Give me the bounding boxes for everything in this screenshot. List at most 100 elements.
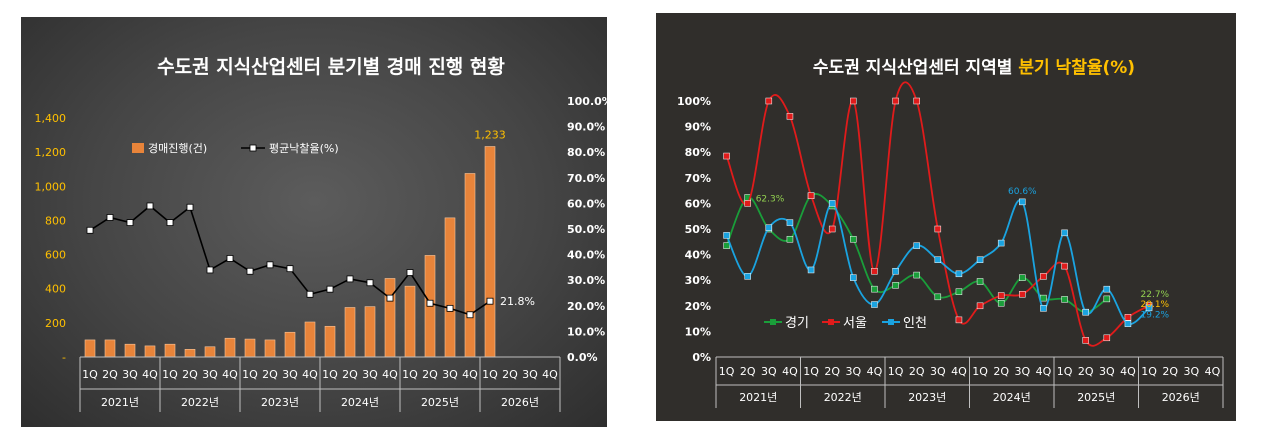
incheon-point <box>744 273 751 280</box>
legend-line-label: 평균낙찰율(%) <box>269 142 339 155</box>
seoul-point <box>786 113 794 120</box>
rate-point <box>346 275 354 283</box>
y-tick-label: 50% <box>685 223 711 236</box>
x-tick-label: 4Q <box>782 365 798 378</box>
rate-point <box>306 290 314 298</box>
y-tick-label: 0% <box>692 351 711 364</box>
chart-title: 수도권 지식산업센터 분기별 경매 진행 현황 <box>157 55 505 78</box>
year-label: 2025년 <box>1077 391 1115 404</box>
year-label: 2025년 <box>421 396 459 409</box>
seoul-point <box>1040 273 1047 280</box>
x-tick-label: 2Q <box>1162 365 1178 378</box>
bar <box>264 339 276 358</box>
incheon-point <box>1061 229 1068 237</box>
chart-title: 수도권 지식산업센터 지역별 분기 낙찰율(%) <box>813 58 1135 78</box>
y2-tick-label: 60.0% <box>567 197 605 210</box>
seoul-point <box>1061 262 1068 270</box>
rate-point <box>186 203 194 211</box>
seoul-point <box>765 97 773 105</box>
x-tick-label: 4Q <box>867 365 883 378</box>
y-tick-label: 1,400 <box>35 112 67 125</box>
auction-volume-chart-svg: 수도권 지식산업센터 분기별 경매 진행 현황 경매진행(건) 평균낙찰율(%)… <box>35 55 607 412</box>
chart-title-main: 수도권 지식산업센터 지역별 <box>813 58 1018 78</box>
x-tick-label: 3Q <box>845 365 861 378</box>
x-tick-label: 2Q <box>182 368 198 381</box>
legend-gyeonggi-label: 경기 <box>785 316 809 331</box>
x-tick-label: 4Q <box>142 368 158 381</box>
x-tick-label: 2Q <box>740 365 756 378</box>
x-tick-label: 2Q <box>502 368 518 381</box>
gyeonggi-point <box>955 288 963 295</box>
x-tick-label: 1Q <box>402 368 418 381</box>
seoul-line <box>725 81 1150 347</box>
x-tick-label: 1Q <box>888 365 904 378</box>
bar <box>344 307 356 358</box>
bar <box>184 349 196 358</box>
gyeonggi-point <box>934 293 942 301</box>
rate-point <box>126 219 134 227</box>
seoul-point <box>997 292 1005 299</box>
x-tick-label: 3Q <box>122 368 138 381</box>
seoul-point <box>1124 314 1132 321</box>
incheon-point <box>1019 198 1026 206</box>
y-tick-label: 20% <box>685 300 711 313</box>
x-tick-label: 1Q <box>719 365 735 378</box>
y-tick-label: 400 <box>45 283 66 296</box>
seoul-point <box>744 200 751 207</box>
incheon-point <box>976 256 984 263</box>
seoul-point <box>892 97 899 105</box>
bar <box>364 306 376 358</box>
gyeonggi-point <box>1040 294 1047 302</box>
x-tick-label: 3Q <box>1183 365 1199 378</box>
rate-point <box>246 267 254 275</box>
rate-point <box>286 265 294 273</box>
y-tick-label: 1,200 <box>35 146 67 159</box>
gyeonggi-point <box>786 235 794 243</box>
x-tick-label: 1Q <box>1057 365 1073 378</box>
incheon-point <box>892 267 899 275</box>
incheon-point <box>1124 320 1132 327</box>
chart-title-highlight: 분기 낙찰율(%) <box>1018 58 1135 78</box>
auction-volume-chart: 수도권 지식산업센터 분기별 경매 진행 현황 경매진행(건) 평균낙찰율(%)… <box>21 17 607 427</box>
bar <box>464 173 476 358</box>
x-tick-label: 2Q <box>102 368 118 381</box>
seoul-point <box>934 225 942 233</box>
legend-bar-label: 경매진행(건) <box>148 142 207 155</box>
gyeonggi-point <box>723 242 730 249</box>
seoul-point <box>807 192 815 199</box>
bar <box>164 343 176 358</box>
gyeonggi-point <box>976 278 984 285</box>
incheon-point <box>828 200 836 207</box>
rate-point <box>86 226 94 234</box>
incheon-point <box>1145 304 1153 312</box>
seoul-point <box>955 316 963 324</box>
x-tick-label: 3Q <box>202 368 218 381</box>
gyeonggi-point <box>1019 274 1026 281</box>
x-tick-label: 2Q <box>909 365 925 378</box>
incheon-point <box>723 232 730 239</box>
incheon-point <box>850 274 857 281</box>
x-tick-label: 3Q <box>930 365 946 378</box>
gyeonggi-point <box>913 271 920 279</box>
x-tick-label: 3Q <box>522 368 538 381</box>
gyeonggi-point <box>892 282 899 289</box>
bar <box>144 345 156 358</box>
x-tick-label: 1Q <box>162 368 178 381</box>
x-tick-label: 2Q <box>342 368 358 381</box>
x-tick-label: 4Q <box>302 368 318 381</box>
gyeonggi-peak-label: 62.3% <box>756 195 785 205</box>
year-label: 2026년 <box>1162 391 1200 404</box>
chart-legend: 경기 서울 인천 <box>764 316 927 331</box>
y2-tick-label: 0.0% <box>567 351 598 364</box>
x-tick-label: 1Q <box>322 368 338 381</box>
seoul-last-label: 20.1% <box>1141 300 1170 310</box>
incheon-point <box>765 224 773 231</box>
bar <box>84 339 96 358</box>
gyeonggi-last-label: 22.7% <box>1141 290 1170 300</box>
incheon-point <box>807 266 815 274</box>
legend-gyeonggi-marker <box>770 319 776 325</box>
rate-point <box>106 214 114 221</box>
bar <box>244 338 256 358</box>
legend-incheon-marker <box>888 319 894 325</box>
seoul-point <box>1082 337 1089 344</box>
